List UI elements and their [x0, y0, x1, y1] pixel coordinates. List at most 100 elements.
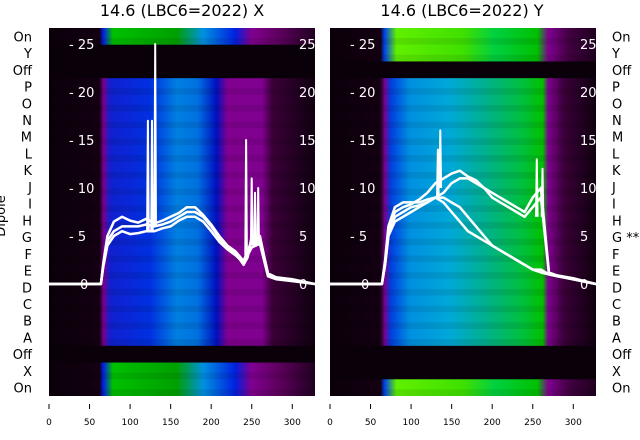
row-label: D: [22, 281, 32, 296]
row-label: C: [612, 298, 621, 313]
y-tick-label-right: 15: [299, 134, 316, 149]
heatmap-row-beam: [330, 278, 596, 297]
y-tick-label: - 20: [350, 86, 375, 101]
series-line-spike-131: [153, 43, 157, 227]
row-label: On: [14, 382, 32, 397]
heatmap-row-off: [330, 345, 596, 364]
row-label: N: [612, 114, 622, 129]
series-line-spike-254: [253, 191, 257, 246]
row-label: A: [23, 331, 32, 346]
heatmap-row-shade: [49, 121, 315, 129]
row-label: H: [612, 214, 622, 229]
heatmap-row-shade: [49, 339, 315, 346]
heatmap-row-shade: [330, 322, 596, 330]
row-label: Y: [611, 47, 620, 62]
y-tick-label-right: 10: [299, 182, 316, 197]
heatmap-row-shade: [330, 155, 596, 162]
x-tick-label: 150: [443, 418, 460, 428]
x-tick-label: 0: [46, 418, 52, 428]
heatmap-row-on: [49, 362, 315, 380]
series-line-trace-4: [330, 196, 596, 286]
row-label: E: [612, 265, 620, 280]
x-tick-label: 250: [524, 418, 541, 428]
row-label: D: [612, 281, 622, 296]
heatmap-row-on: [330, 28, 596, 46]
y-tick-label: - 5: [69, 230, 86, 245]
row-label: L: [612, 147, 620, 162]
heatmap-row-shade: [330, 272, 596, 279]
heatmap-row-shade: [49, 155, 315, 162]
x-tick-label: 100: [403, 418, 420, 428]
x-tick-label: 300: [565, 418, 582, 428]
heatmap-row-beam: [330, 195, 596, 213]
row-label: Y: [23, 47, 32, 62]
heatmap-row-shade: [330, 138, 596, 146]
series-line-spike-122: [146, 119, 150, 232]
heatmap-row-beam: [330, 78, 596, 96]
heatmap-row-shade: [330, 188, 596, 196]
heatmap-row-beam: [330, 111, 596, 129]
heatmap-row-shade: [330, 389, 596, 396]
heatmap-row-beam: [49, 329, 315, 347]
heatmap-row-on: [330, 44, 596, 62]
row-label: K: [23, 164, 32, 179]
y-tick-label-right: 25: [580, 38, 597, 53]
heatmap-row-off: [330, 61, 596, 79]
heatmap-row-shade: [49, 71, 315, 79]
row-label: Off: [13, 348, 33, 363]
y-tick-label-right: 10: [580, 182, 597, 197]
heatmap-row-shade: [330, 205, 596, 212]
heatmap-row-beam: [330, 295, 596, 313]
heatmap-row-shade: [49, 138, 315, 146]
row-label: N: [22, 114, 32, 129]
heatmap-row-shade: [330, 88, 596, 95]
row-label: Off: [13, 64, 33, 79]
heatmap-row-shade: [49, 372, 315, 380]
heatmap-row-shade: [49, 171, 315, 179]
heatmap-row-shade: [49, 389, 315, 396]
heatmap-row-beam: [330, 161, 596, 180]
heatmap-row-shade: [49, 288, 315, 296]
heatmap-row-shade: [330, 238, 596, 246]
x-tick-label: 200: [484, 418, 501, 428]
y-tick-label: - 25: [350, 38, 375, 53]
heatmap-row-beam: [330, 245, 596, 263]
y-tick-label: - 20: [69, 86, 94, 101]
y-tick-label: - 15: [69, 134, 94, 149]
y-tick-label-right: 5: [580, 230, 588, 245]
row-label: O: [22, 97, 32, 112]
heatmap-row-shade: [49, 222, 315, 229]
heatmap-row-shade: [330, 372, 596, 380]
heatmap-row-shade: [49, 305, 315, 313]
heatmap-row-beam: [49, 94, 315, 113]
row-label: P: [24, 81, 32, 96]
row-label: O: [612, 97, 622, 112]
series-line-spike-136: [438, 129, 443, 189]
row-label: K: [612, 164, 621, 179]
heatmap-row-beam: [49, 178, 315, 196]
heatmap-row-shade: [49, 272, 315, 279]
x-tick-label: 50: [84, 418, 96, 428]
heatmap-row-beam: [49, 212, 315, 230]
y-axis-label: Dipole: [0, 195, 9, 236]
row-label: G: [22, 231, 32, 246]
heatmap-row-shade: [49, 355, 315, 363]
y-tick-label-right: 5: [299, 230, 307, 245]
y-tick-label-right: 20: [580, 86, 597, 101]
heatmap-row-beam: [49, 145, 315, 163]
heatmap-row-shade: [330, 71, 596, 79]
row-label: E: [24, 265, 32, 280]
heatmap-row-shade: [49, 188, 315, 196]
heatmap-row-shade: [49, 322, 315, 330]
row-label: X: [23, 365, 32, 380]
row-label: J: [27, 181, 32, 196]
y-tick-label: 0: [80, 278, 88, 293]
y-tick-label: - 5: [350, 230, 367, 245]
heatmap-row-off: [49, 44, 315, 62]
heatmap-row-off: [49, 345, 315, 364]
y-tick-label-right: 15: [580, 134, 597, 149]
row-label: On: [14, 30, 32, 45]
row-label: I: [28, 198, 32, 213]
heatmap-row-beam: [49, 312, 315, 330]
